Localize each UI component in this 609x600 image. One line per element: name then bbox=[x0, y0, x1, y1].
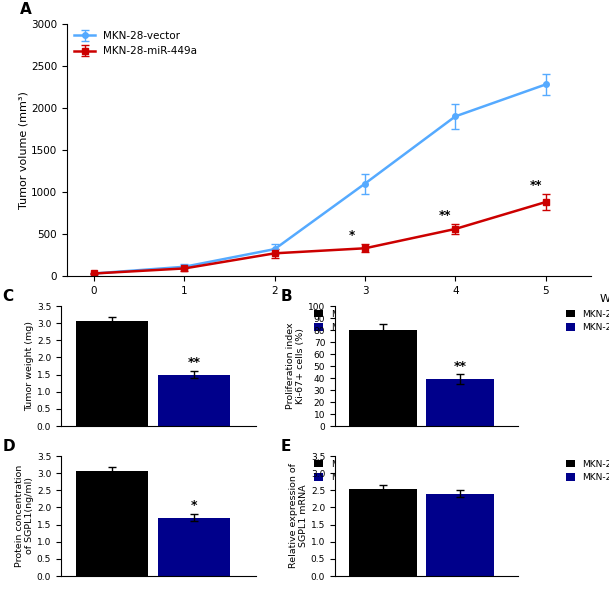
Legend: MKN-28-vector, MKN-28-miR-449a: MKN-28-vector, MKN-28-miR-449a bbox=[563, 456, 609, 486]
Bar bbox=[76, 322, 148, 426]
Y-axis label: Relative expression of
SGPL1 mRNA: Relative expression of SGPL1 mRNA bbox=[289, 463, 308, 569]
Y-axis label: Protein concentration
of SGPL1(ng/ml): Protein concentration of SGPL1(ng/ml) bbox=[15, 465, 34, 567]
Bar bbox=[158, 374, 230, 426]
Text: A: A bbox=[20, 2, 32, 17]
Y-axis label: Tumor weight (mg): Tumor weight (mg) bbox=[25, 321, 34, 411]
Text: *: * bbox=[349, 229, 355, 242]
Text: B: B bbox=[280, 289, 292, 304]
Text: **: ** bbox=[454, 359, 466, 373]
Bar bbox=[426, 379, 494, 426]
Bar bbox=[350, 488, 417, 576]
Text: D: D bbox=[2, 439, 15, 454]
Text: C: C bbox=[2, 289, 13, 304]
Bar bbox=[76, 472, 148, 576]
Text: *: * bbox=[191, 499, 197, 512]
Legend: MKN-28-vector, MKN-28-miR-449a: MKN-28-vector, MKN-28-miR-449a bbox=[70, 27, 202, 61]
Text: **: ** bbox=[529, 179, 542, 192]
Legend: MKN-28-vector, MKN-28-miR-449a: MKN-28-vector, MKN-28-miR-449a bbox=[311, 456, 415, 486]
Text: Weeks: Weeks bbox=[600, 295, 609, 304]
Y-axis label: Tumor volume (mm³): Tumor volume (mm³) bbox=[18, 91, 28, 209]
Text: **: ** bbox=[188, 356, 201, 370]
Bar bbox=[426, 494, 494, 576]
Legend: MKN-28-vector, MKN-28-miR-449a: MKN-28-vector, MKN-28-miR-449a bbox=[563, 306, 609, 336]
Text: E: E bbox=[280, 439, 290, 454]
Legend: MKN-28-vector, MKN-28-miR-449a: MKN-28-vector, MKN-28-miR-449a bbox=[311, 306, 415, 336]
Bar bbox=[158, 518, 230, 576]
Y-axis label: Proliferation index
Ki-67+ cells (%): Proliferation index Ki-67+ cells (%) bbox=[286, 323, 305, 409]
Bar bbox=[350, 330, 417, 426]
Text: **: ** bbox=[439, 209, 451, 222]
